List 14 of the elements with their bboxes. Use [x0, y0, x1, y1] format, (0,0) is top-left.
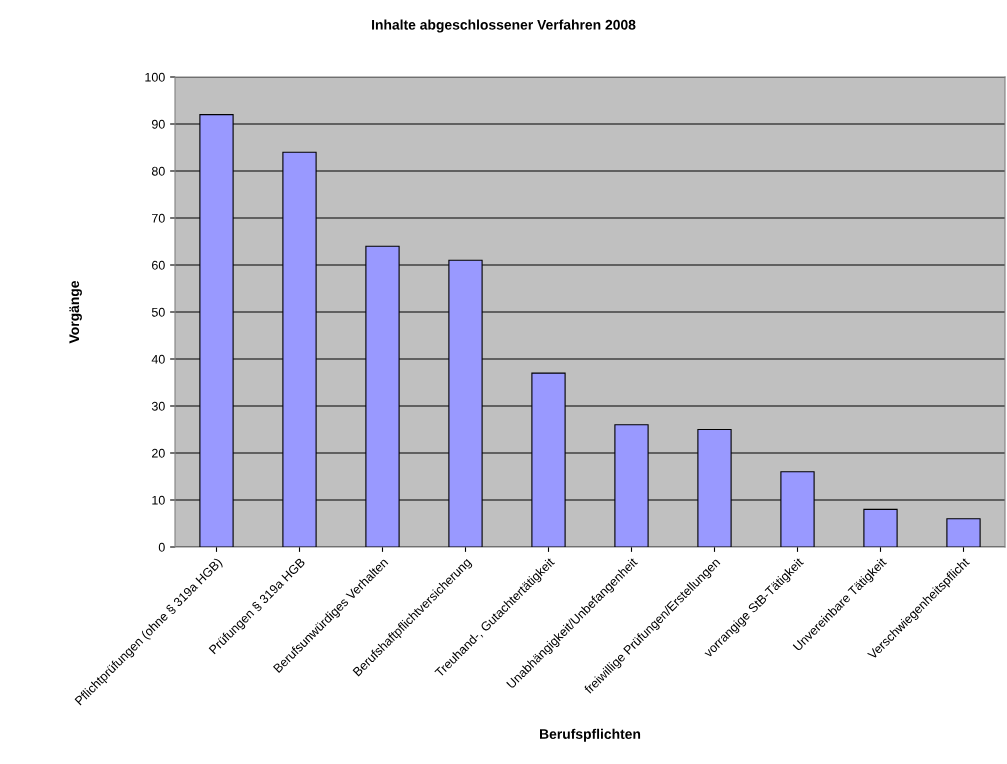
- y-tick-label: 70: [152, 213, 165, 223]
- y-tick-label: 60: [152, 260, 165, 270]
- y-tick-label: 10: [152, 495, 165, 505]
- y-axis-title: Vorgänge: [69, 280, 82, 344]
- y-tick-label: 0: [158, 542, 165, 552]
- y-tick-label: 100: [145, 72, 165, 82]
- y-tick-label: 40: [151, 354, 165, 364]
- y-tick-label: 30: [151, 401, 165, 411]
- y-tick-label: 50: [151, 307, 165, 317]
- y-tick-label: 80: [151, 166, 165, 176]
- y-tick-label: 90: [151, 119, 165, 129]
- x-axis-title: Berufspflichten: [540, 728, 641, 742]
- chart-title: Inhalte abgeschlossener Verfahren 2008: [372, 19, 636, 33]
- y-tick-label: 20: [152, 448, 165, 458]
